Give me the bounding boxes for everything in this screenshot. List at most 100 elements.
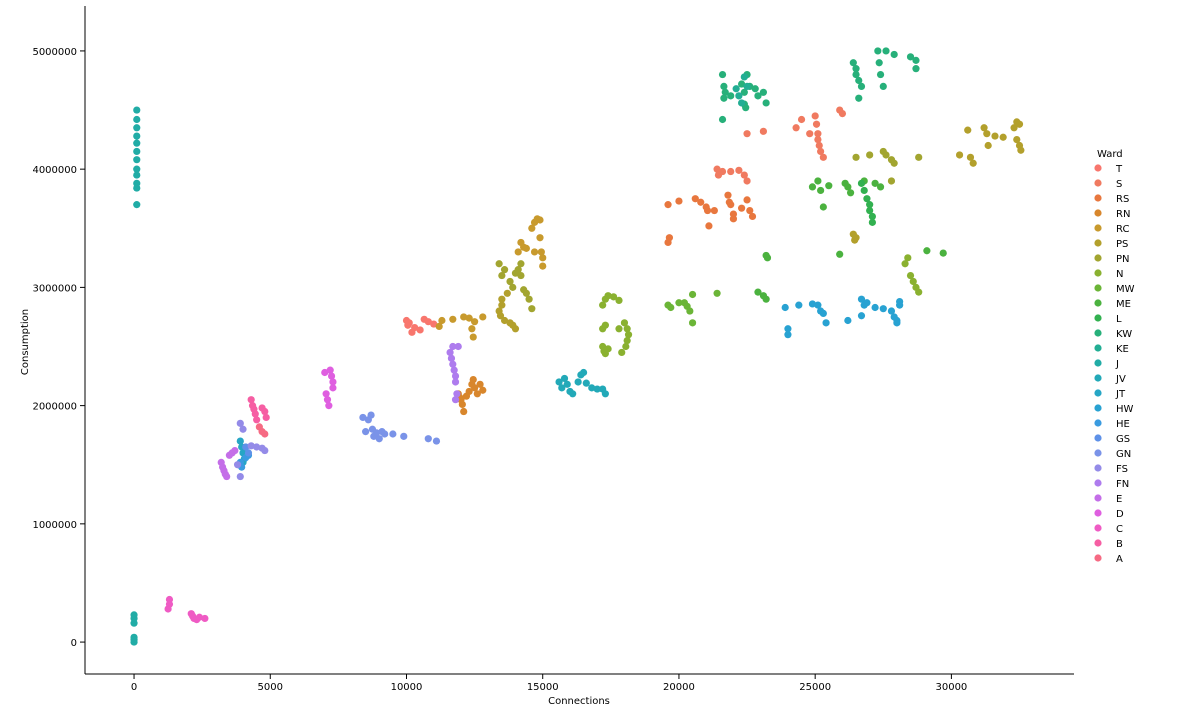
data-point <box>469 333 477 341</box>
x-axis-ticks: 0 5000 10000 15000 20000 25000 30000 <box>131 674 967 693</box>
data-point <box>239 425 247 433</box>
data-point <box>416 326 424 334</box>
data-point <box>195 613 204 621</box>
data-point <box>569 390 577 398</box>
data-point <box>814 130 822 138</box>
data-point <box>133 184 141 192</box>
legend-marker <box>1094 329 1102 337</box>
data-point <box>855 76 863 85</box>
data-point <box>1017 146 1025 154</box>
x-axis-title: Connections <box>548 696 610 707</box>
data-point <box>838 109 847 118</box>
x-tick-label: 20000 <box>663 682 695 693</box>
legend-item: RN <box>1094 209 1130 220</box>
data-point <box>909 277 917 286</box>
data-point <box>713 289 721 297</box>
data-point <box>887 307 896 315</box>
legend-item: L <box>1094 314 1122 325</box>
data-point <box>817 147 825 156</box>
data-point <box>560 374 569 383</box>
data-point <box>857 312 866 320</box>
legend-marker <box>1094 239 1102 247</box>
legend-marker <box>1094 314 1102 322</box>
data-point <box>321 368 329 377</box>
data-point <box>500 266 509 274</box>
data-point <box>479 313 487 321</box>
data-point <box>890 50 898 59</box>
legend-item: T <box>1094 164 1123 175</box>
series-B <box>247 396 270 424</box>
data-point <box>718 115 727 124</box>
data-point <box>822 319 830 327</box>
data-point <box>740 171 748 179</box>
data-point <box>465 314 473 322</box>
data-point <box>688 319 697 327</box>
legend-marker <box>1094 419 1102 427</box>
data-point <box>451 378 460 386</box>
data-point <box>738 99 746 107</box>
data-point <box>759 127 768 135</box>
data-point <box>819 203 827 211</box>
legend-item: FN <box>1094 479 1129 490</box>
legend-item: JV <box>1094 374 1126 385</box>
data-point <box>503 289 511 297</box>
data-point <box>130 619 138 627</box>
data-point <box>582 379 590 387</box>
data-point <box>511 325 520 333</box>
data-point <box>329 384 337 392</box>
legend-marker <box>1094 479 1102 487</box>
data-point <box>980 124 988 132</box>
data-point <box>688 290 697 299</box>
data-point <box>743 82 751 90</box>
data-point <box>871 303 879 312</box>
data-point <box>500 316 509 325</box>
data-point <box>133 132 141 140</box>
y-tick-label: 3000000 <box>32 283 77 294</box>
data-point <box>449 315 457 323</box>
legend-item: E <box>1094 494 1122 505</box>
data-point <box>991 132 999 140</box>
x-tick-label: 15000 <box>527 682 559 693</box>
data-point <box>814 177 822 185</box>
series-C <box>164 595 209 624</box>
data-point <box>133 201 141 209</box>
data-point <box>367 411 375 419</box>
data-point <box>424 435 432 443</box>
data-point <box>599 301 607 309</box>
legend-label: D <box>1116 509 1124 520</box>
data-point <box>579 368 588 377</box>
series-KE <box>732 73 751 107</box>
series-RS <box>664 191 757 247</box>
data-point <box>133 124 141 132</box>
legend-marker <box>1094 404 1102 412</box>
data-point <box>473 390 481 398</box>
data-point <box>863 299 871 307</box>
data-point <box>871 179 879 187</box>
data-point <box>498 271 506 280</box>
data-point <box>852 65 860 73</box>
legend-marker <box>1094 179 1102 187</box>
data-point <box>665 234 674 242</box>
legend-marker <box>1094 494 1102 502</box>
data-point <box>984 141 992 150</box>
data-point <box>735 166 743 174</box>
data-point <box>742 104 750 112</box>
data-point <box>811 112 819 120</box>
data-point <box>817 186 825 195</box>
data-point <box>852 153 860 161</box>
legend-marker <box>1094 449 1102 457</box>
data-point <box>866 151 874 159</box>
legend-item: MW <box>1094 284 1135 295</box>
legend-label: N <box>1116 269 1123 280</box>
data-point <box>563 380 571 388</box>
data-point <box>939 249 947 257</box>
data-point <box>322 390 330 398</box>
data-point <box>846 189 855 197</box>
data-point <box>1013 136 1021 144</box>
legend-label: RC <box>1116 224 1129 235</box>
data-point <box>966 153 975 161</box>
data-point <box>964 126 972 134</box>
data-point <box>460 313 468 321</box>
data-point <box>446 348 454 357</box>
data-point <box>754 92 762 100</box>
